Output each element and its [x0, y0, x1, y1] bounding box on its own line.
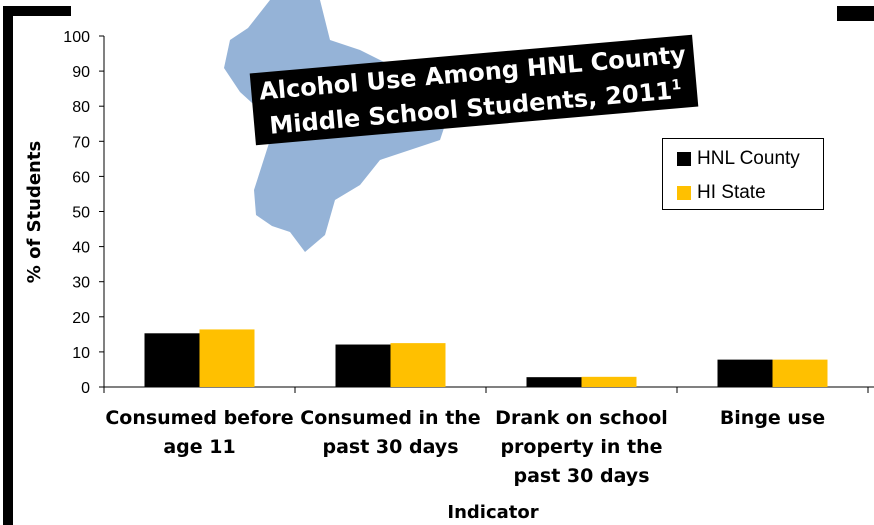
bar-hi-state	[582, 377, 637, 387]
legend-item-hi-state: HI State	[677, 182, 766, 204]
y-tick-label: 90	[72, 64, 90, 81]
y-tick-label: 80	[72, 99, 90, 116]
bar-hi-state	[200, 329, 255, 387]
bar-hi-state	[773, 360, 828, 387]
legend-swatch-hi-state	[677, 186, 691, 200]
y-tick-label: 70	[72, 134, 90, 151]
x-tick-label: Binge use	[720, 407, 825, 429]
y-tick-label: 10	[72, 345, 90, 362]
x-tick-label: past 30 days	[322, 436, 458, 458]
legend-swatch-hnl-county	[677, 152, 691, 166]
y-tick-label: 30	[72, 275, 90, 292]
chart-title-footnote: 1	[671, 76, 682, 93]
x-axis-title: Indicator	[447, 502, 538, 523]
y-tick-label: 50	[72, 205, 90, 222]
legend: HNL County HI State	[662, 138, 824, 210]
y-tick-label: 40	[72, 240, 90, 257]
legend-label: HNL County	[697, 148, 800, 170]
y-tick-label: 0	[81, 380, 90, 397]
legend-item-hnl-county: HNL County	[677, 148, 800, 170]
x-tick-label: age 11	[163, 436, 235, 458]
x-tick-label: Consumed in the	[300, 407, 480, 429]
legend-label: HI State	[697, 182, 766, 204]
bar-hi-state	[391, 343, 446, 387]
y-tick-label: 60	[72, 169, 90, 186]
x-tick-label: Consumed before	[105, 407, 293, 429]
bar-hnl-county	[718, 360, 773, 387]
x-tick-label: past 30 days	[513, 465, 649, 487]
y-tick-label: 100	[63, 29, 90, 46]
bar-hnl-county	[145, 333, 200, 387]
bar-hnl-county	[336, 345, 391, 387]
x-tick-label: property in the	[500, 436, 662, 458]
y-tick-label: 20	[72, 310, 90, 327]
x-tick-label: Drank on school	[495, 407, 668, 429]
bars	[145, 329, 828, 387]
bar-hnl-county	[527, 377, 582, 387]
y-axis-title: % of Students	[24, 141, 45, 283]
